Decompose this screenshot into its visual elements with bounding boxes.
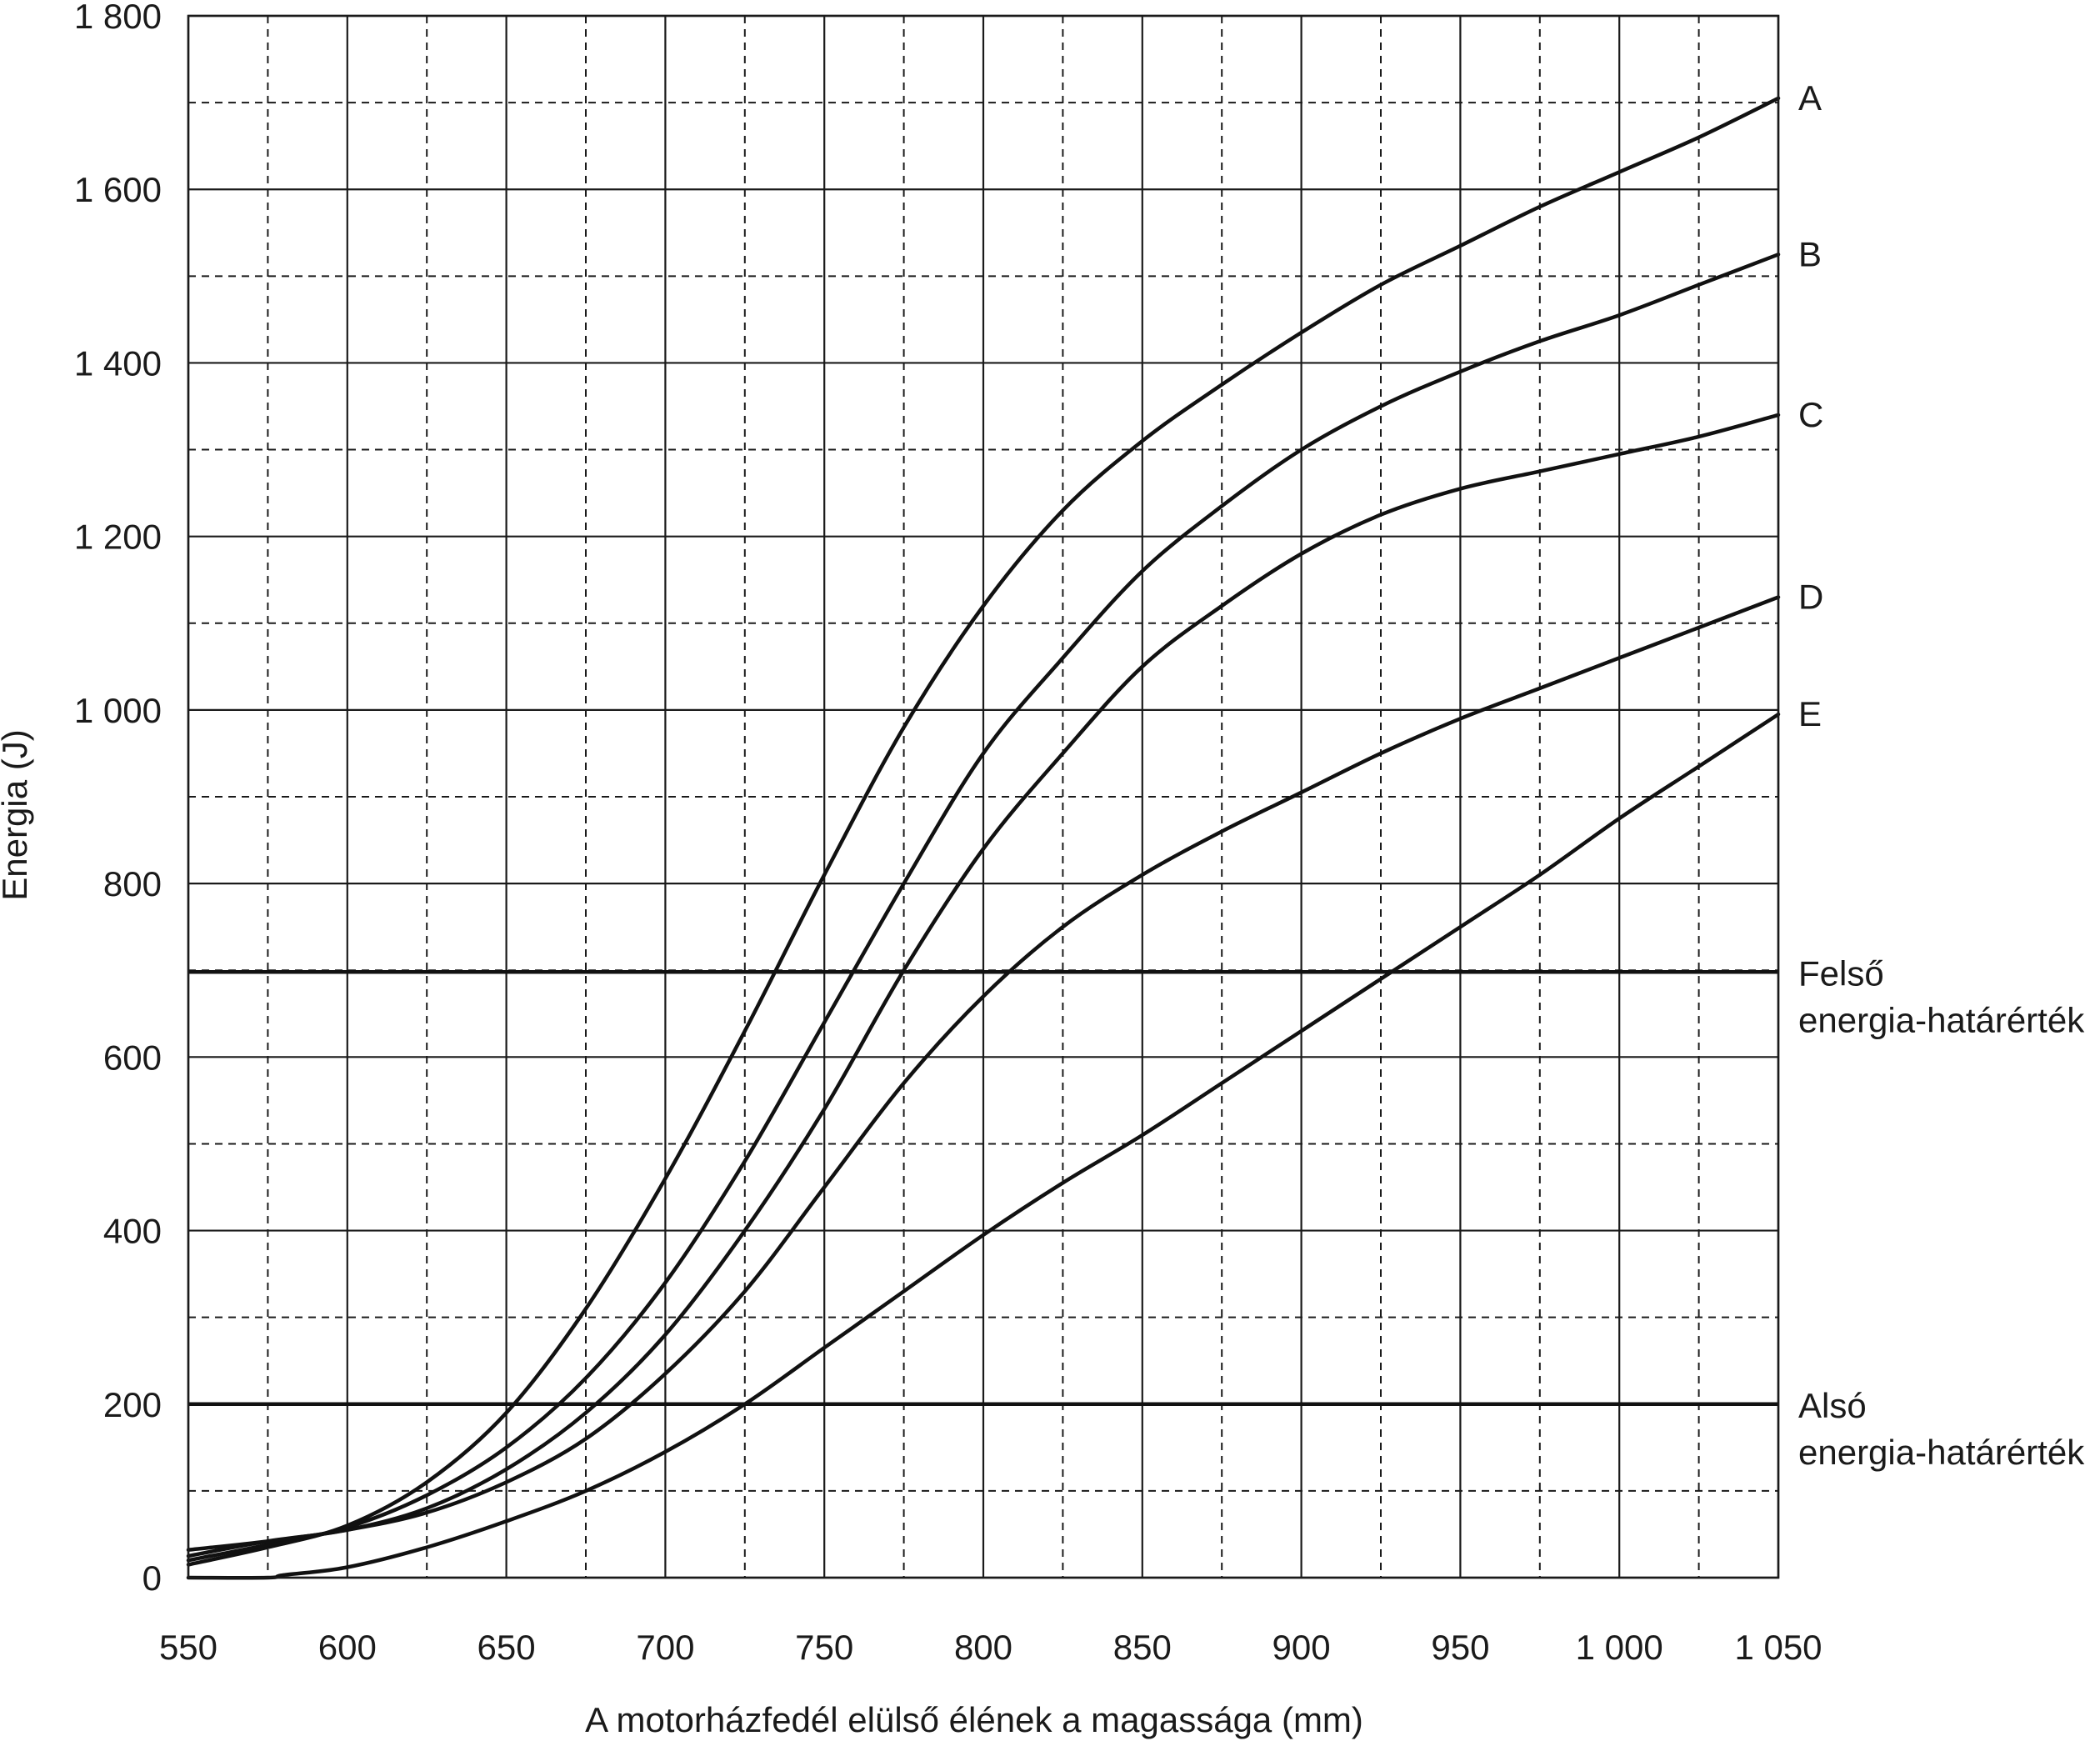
- y-tick-label: 400: [103, 1212, 162, 1251]
- series-line-d: [186, 595, 1781, 1552]
- x-tick-label: 600: [318, 1628, 377, 1667]
- y-tick-label: 1 800: [74, 0, 162, 36]
- x-tick-labels: 550 600 650 700 750 800 850 900 950 1 000 1 050: [159, 1628, 1822, 1667]
- y-tick-label: 800: [103, 864, 162, 903]
- x-tick-label: 950: [1431, 1628, 1489, 1667]
- y-tick-label: 1 600: [74, 170, 162, 209]
- x-tick-label: 650: [478, 1628, 536, 1667]
- limit-label: Felső energia-határérték: [1798, 953, 2085, 1039]
- x-tick-label: 700: [636, 1628, 694, 1667]
- series-label-a: A: [1798, 78, 1822, 118]
- limit-lines: [188, 970, 1778, 1407]
- y-tick-label: 200: [103, 1385, 162, 1424]
- grid: [187, 14, 1780, 1579]
- y-tick-label: 1 400: [74, 343, 162, 383]
- series-lines: [186, 96, 1781, 1580]
- x-tick-label: 1 000: [1576, 1628, 1663, 1667]
- y-tick-label: 0: [142, 1558, 162, 1598]
- limit-label: Alsó energia-határérték: [1798, 1386, 2085, 1472]
- x-axis-title: A motorházfedél elülső élének a magasság…: [585, 1700, 1363, 1739]
- series-label-d: D: [1798, 578, 1823, 617]
- series-line-c: [186, 413, 1781, 1558]
- series-label-e: E: [1798, 694, 1822, 733]
- series-line-a: [186, 96, 1781, 1567]
- series-labels: A B C D E: [1798, 78, 1823, 733]
- series-label-c: C: [1798, 395, 1823, 434]
- x-tick-label: 900: [1272, 1628, 1331, 1667]
- x-tick-label: 800: [954, 1628, 1012, 1667]
- y-tick-labels: 0 200 400 600 800 1 000 1 200 1 400 1 600 1 800: [74, 0, 162, 1598]
- y-axis-title: Energia (J): [0, 729, 34, 900]
- series-line-e: [186, 712, 1781, 1580]
- y-tick-label: 600: [103, 1038, 162, 1077]
- x-tick-label: 550: [159, 1628, 218, 1667]
- y-tick-label: 1 000: [74, 691, 162, 730]
- series-label-b: B: [1798, 234, 1822, 273]
- y-tick-label: 1 200: [74, 518, 162, 557]
- limit-labels: Felső energia-határérték Alsó energia-határ…: [1798, 953, 2085, 1471]
- x-tick-label: 850: [1113, 1628, 1172, 1667]
- series-line-b: [186, 253, 1781, 1563]
- x-tick-label: 1 050: [1734, 1628, 1822, 1667]
- x-tick-label: 750: [795, 1628, 853, 1667]
- plot-frame: [187, 14, 1780, 1579]
